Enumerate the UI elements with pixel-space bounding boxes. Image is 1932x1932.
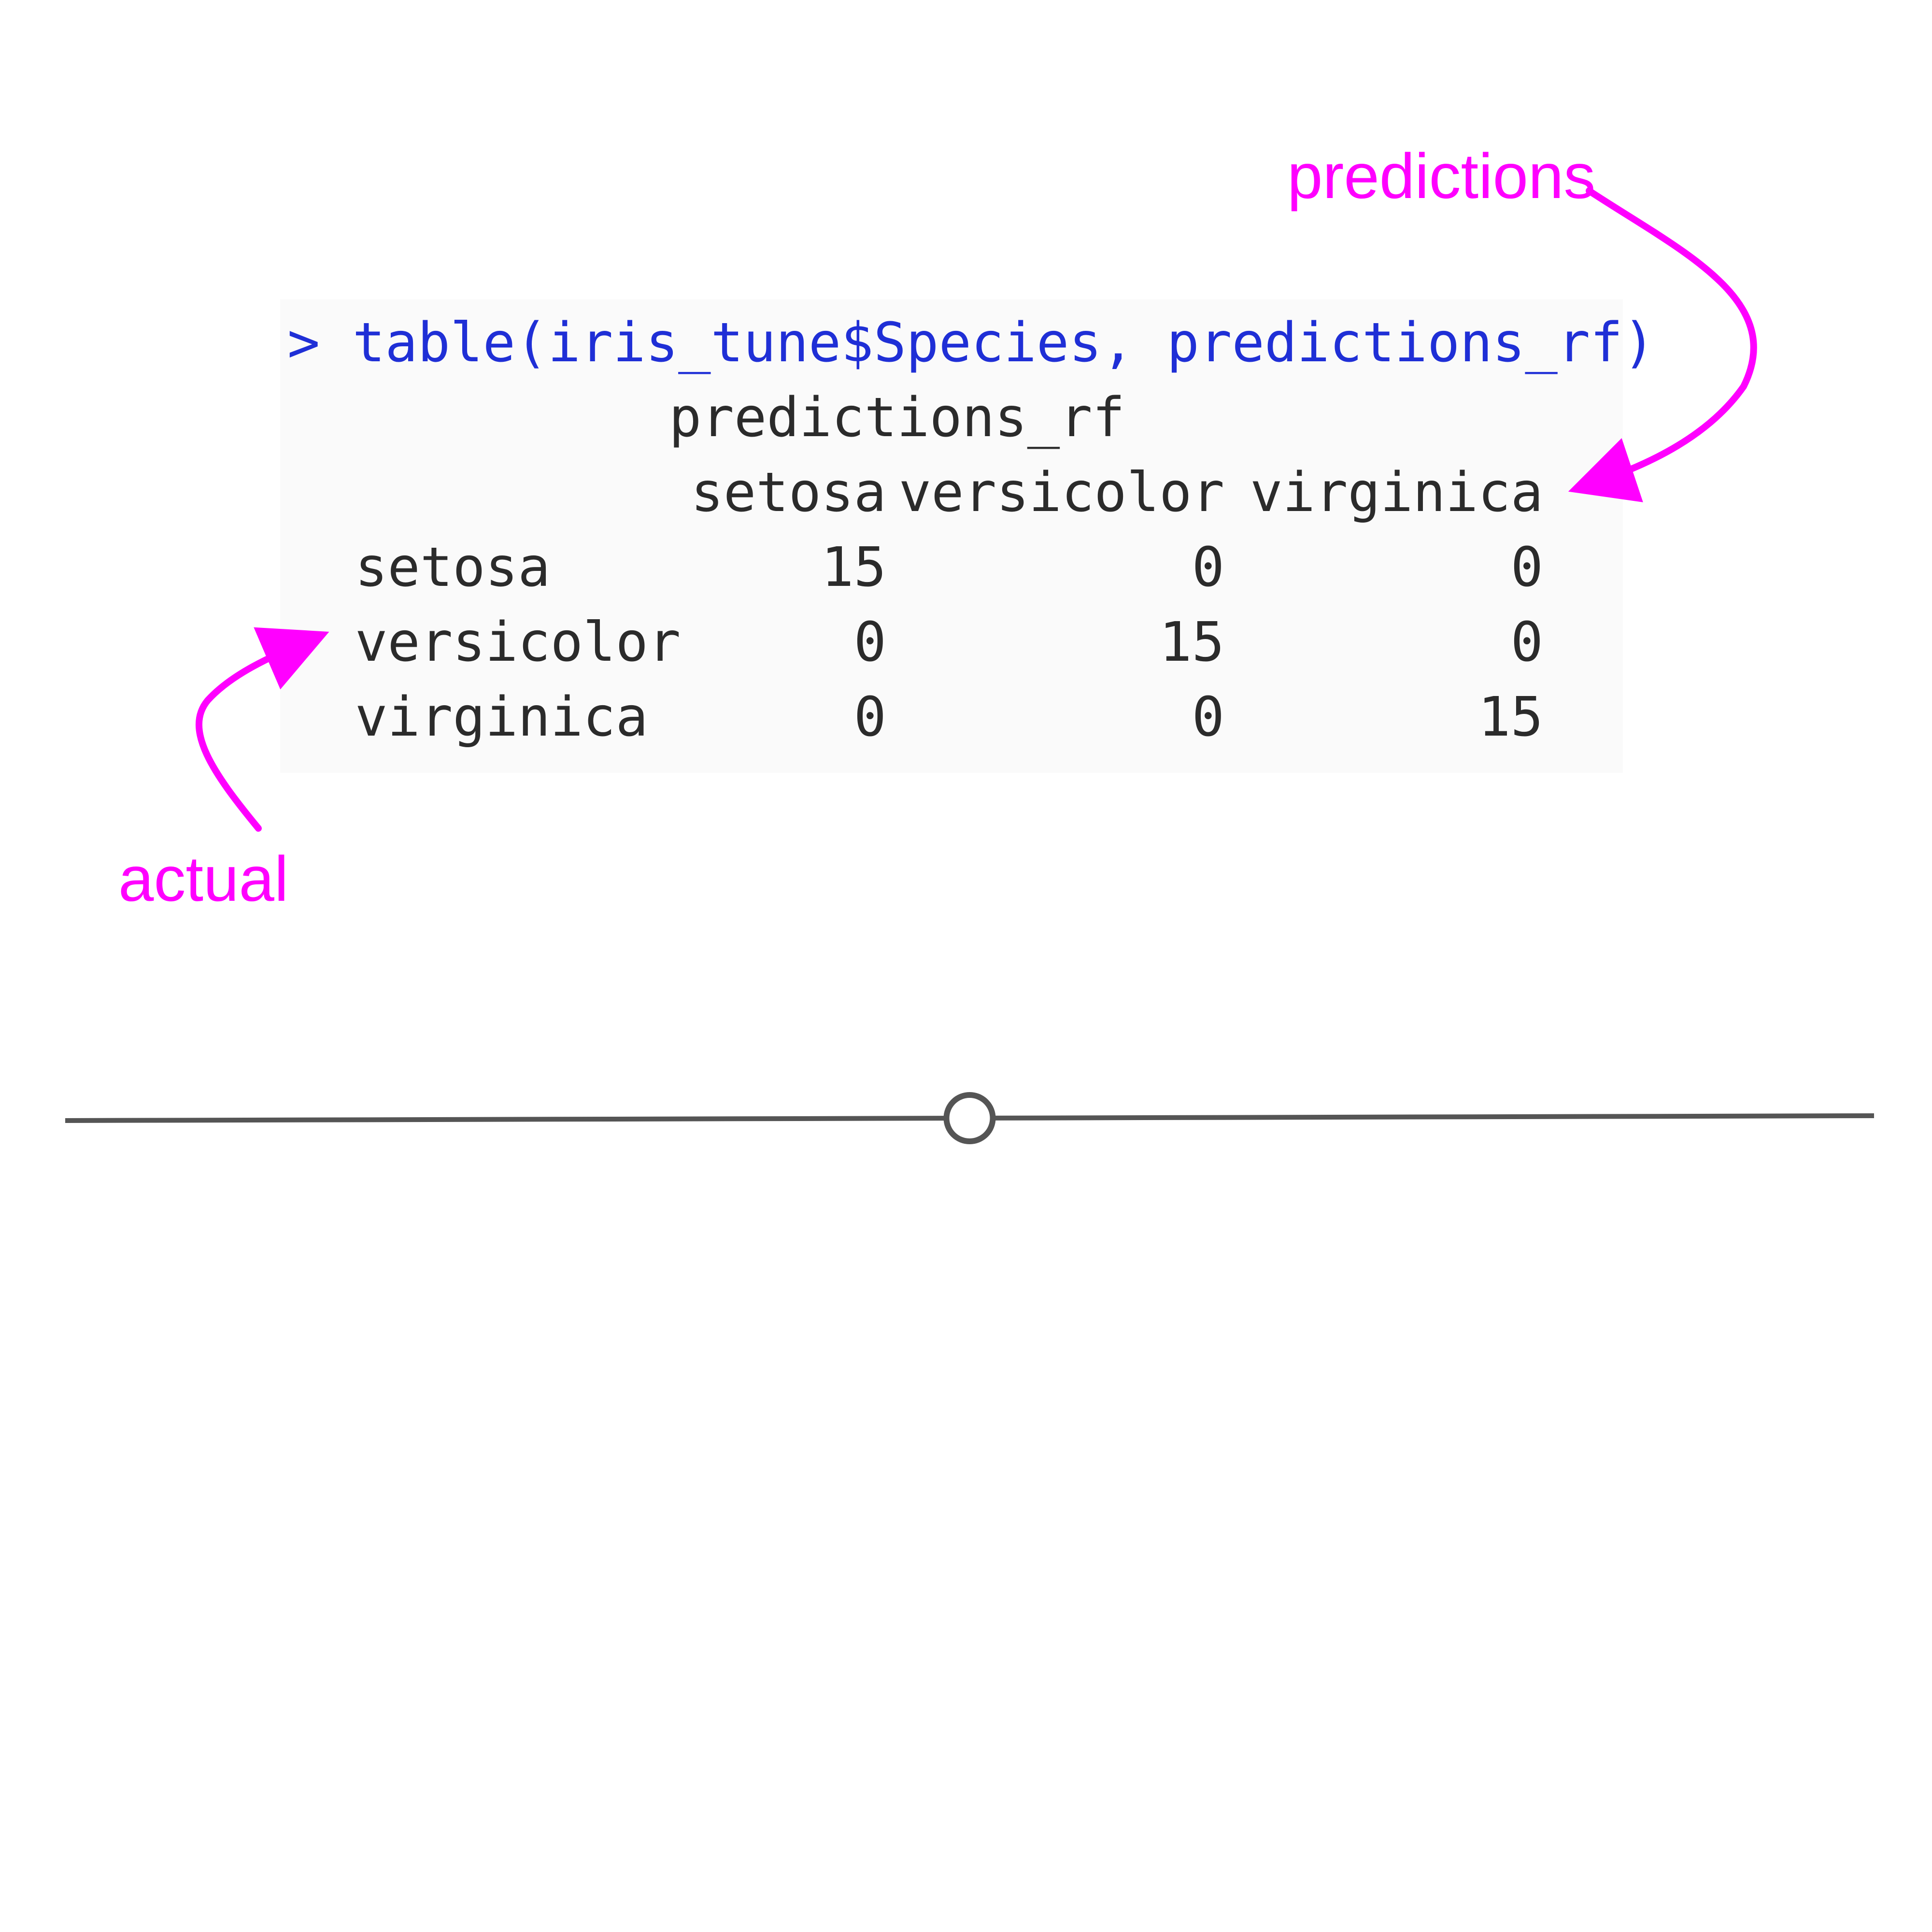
annotation-arrows bbox=[196, 187, 1757, 832]
table-cell: 0 bbox=[853, 611, 886, 674]
table-cell: 15 bbox=[821, 536, 886, 599]
dimnames-header: predictions_rf bbox=[669, 386, 1125, 449]
column-header-versicolor: versicolor bbox=[898, 461, 1224, 524]
row-label-setosa: setosa bbox=[355, 536, 551, 599]
r-console-output: > table(iris_tune$Species, predictions_r… bbox=[280, 299, 1655, 773]
table-cell: 0 bbox=[1192, 686, 1224, 749]
table-cell: 0 bbox=[1510, 611, 1543, 674]
actual-annotation-label: actual bbox=[118, 843, 289, 914]
row-label-virginica: virginica bbox=[355, 686, 648, 749]
actual-arrow bbox=[196, 627, 329, 832]
table-cell: 0 bbox=[853, 686, 886, 749]
column-header-virginica: virginica bbox=[1250, 461, 1543, 524]
slider[interactable] bbox=[0, 0, 1932, 1208]
table-cell: 0 bbox=[1192, 536, 1224, 599]
predictions-annotation-label: predictions bbox=[1287, 141, 1596, 212]
command-line: > table(iris_tune$Species, predictions_r… bbox=[287, 312, 1656, 374]
column-header-setosa: setosa bbox=[691, 461, 886, 524]
table-cell: 15 bbox=[1159, 611, 1224, 674]
table-cell: 15 bbox=[1478, 686, 1543, 749]
predictions-arrow bbox=[1568, 187, 1757, 502]
row-label-versicolor: versicolor bbox=[355, 611, 681, 674]
slider-thumb[interactable] bbox=[943, 1092, 996, 1144]
table-cell: 0 bbox=[1510, 536, 1543, 599]
